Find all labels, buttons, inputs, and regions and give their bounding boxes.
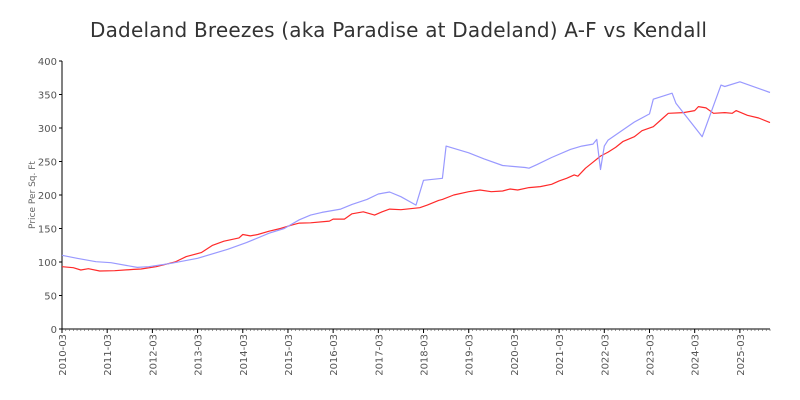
x-tick-label: 2013-03: [194, 334, 205, 376]
axes: 0 50 100 150 200 250 300 350 400 2010-03 2011-03 20…: [38, 57, 771, 376]
y-tick-label: 400: [38, 57, 57, 68]
y-tick-label: 350: [38, 91, 57, 102]
x-tick-label: 2017-03: [374, 334, 385, 376]
x-tick-label: 2018-03: [420, 334, 431, 376]
x-tick-label: 2010-03: [58, 334, 69, 376]
x-tick-label: 2020-03: [510, 334, 521, 376]
x-tick-label: 2021-03: [555, 334, 566, 376]
x-tick-label: 2011-03: [103, 334, 114, 376]
y-tick-label: 200: [38, 191, 57, 202]
x-tick-label: 2012-03: [148, 334, 159, 376]
y-tick-label: 250: [38, 158, 57, 169]
y-tick-label: 0: [51, 325, 57, 336]
x-tick-label: 2016-03: [329, 334, 340, 376]
y-tick-label: 100: [38, 258, 57, 269]
y-tick-label: 50: [44, 292, 57, 303]
x-tick-label: 2025-03: [736, 334, 747, 376]
series-line-1: [61, 106, 771, 272]
series-line-2: [61, 81, 771, 268]
x-tick-label: 2023-03: [645, 334, 656, 376]
y-axis-label: Price Per Sq. Ft: [28, 161, 38, 229]
x-tick-label: 2024-03: [691, 334, 702, 376]
chart-title: Dadeland Breezes (aka Paradise at Dadela…: [90, 18, 708, 42]
x-tick-label: 2022-03: [600, 334, 611, 376]
series-group: [61, 81, 771, 272]
y-tick-label: 300: [38, 124, 57, 135]
y-tick-label: 150: [38, 225, 57, 236]
x-tick-label: 2015-03: [284, 334, 295, 376]
x-tick-label: 2014-03: [239, 334, 250, 376]
x-tick-label: 2019-03: [465, 334, 476, 376]
